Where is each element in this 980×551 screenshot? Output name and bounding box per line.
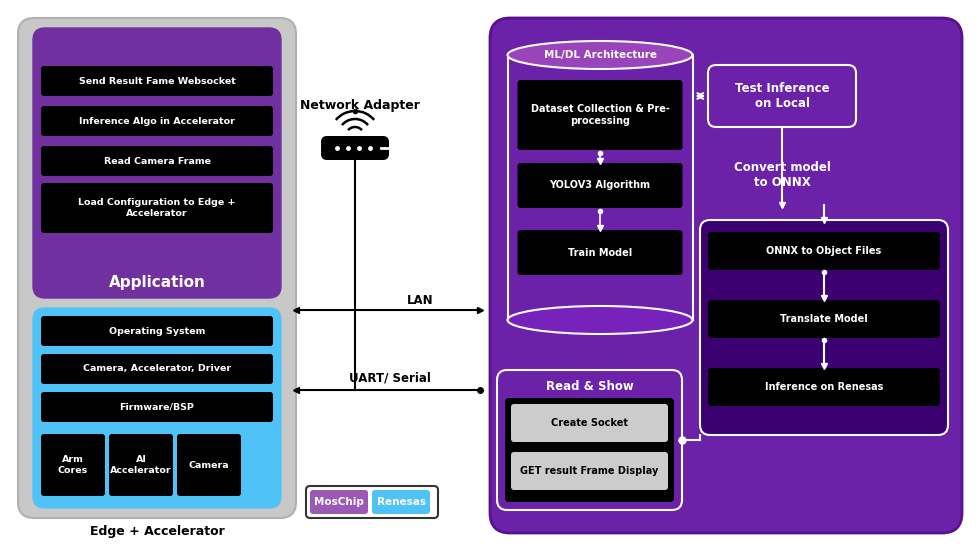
FancyBboxPatch shape bbox=[109, 434, 173, 496]
Text: Operating System: Operating System bbox=[109, 327, 205, 336]
Text: Edge + Accelerator: Edge + Accelerator bbox=[89, 525, 224, 537]
FancyBboxPatch shape bbox=[41, 183, 273, 233]
Text: YOLOV3 Algorithm: YOLOV3 Algorithm bbox=[550, 181, 651, 191]
FancyBboxPatch shape bbox=[490, 18, 962, 533]
Text: MosChip: MosChip bbox=[314, 497, 364, 507]
Text: Arm
Cores: Arm Cores bbox=[58, 455, 88, 475]
FancyBboxPatch shape bbox=[517, 80, 682, 150]
FancyBboxPatch shape bbox=[517, 230, 682, 275]
FancyBboxPatch shape bbox=[310, 490, 368, 514]
Text: Load Configuration to Edge +
Accelerator: Load Configuration to Edge + Accelerator bbox=[78, 198, 236, 218]
FancyBboxPatch shape bbox=[41, 146, 273, 176]
FancyBboxPatch shape bbox=[505, 398, 674, 502]
FancyBboxPatch shape bbox=[321, 136, 389, 160]
FancyBboxPatch shape bbox=[708, 300, 940, 338]
FancyBboxPatch shape bbox=[511, 404, 668, 442]
Text: Test Inference
on Local: Test Inference on Local bbox=[735, 82, 829, 110]
Text: Send Result Fame Websocket: Send Result Fame Websocket bbox=[78, 77, 235, 85]
Text: Camera, Accelerator, Driver: Camera, Accelerator, Driver bbox=[83, 365, 231, 374]
FancyBboxPatch shape bbox=[177, 434, 241, 496]
FancyBboxPatch shape bbox=[18, 18, 296, 518]
FancyBboxPatch shape bbox=[517, 163, 682, 208]
FancyBboxPatch shape bbox=[33, 28, 281, 298]
Text: Translate Model: Translate Model bbox=[780, 314, 868, 324]
Text: Inference on Renesas: Inference on Renesas bbox=[764, 382, 883, 392]
FancyBboxPatch shape bbox=[372, 490, 430, 514]
Text: AI
Accelerator: AI Accelerator bbox=[110, 455, 172, 475]
Text: Camera: Camera bbox=[189, 461, 229, 469]
Text: Read & Show: Read & Show bbox=[546, 380, 633, 392]
Text: LAN: LAN bbox=[407, 294, 433, 306]
Text: ML/DL Architecture: ML/DL Architecture bbox=[544, 50, 657, 60]
FancyBboxPatch shape bbox=[41, 66, 273, 96]
Text: Train Model: Train Model bbox=[567, 247, 632, 257]
Text: UART/ Serial: UART/ Serial bbox=[349, 371, 431, 385]
Text: Read Camera Frame: Read Camera Frame bbox=[104, 156, 211, 165]
Text: Renesas: Renesas bbox=[376, 497, 425, 507]
FancyBboxPatch shape bbox=[41, 106, 273, 136]
FancyBboxPatch shape bbox=[497, 370, 682, 510]
FancyBboxPatch shape bbox=[33, 308, 281, 508]
Text: ONNX to Object Files: ONNX to Object Files bbox=[766, 246, 882, 256]
FancyBboxPatch shape bbox=[306, 486, 438, 518]
FancyBboxPatch shape bbox=[511, 452, 668, 490]
FancyBboxPatch shape bbox=[41, 434, 105, 496]
Ellipse shape bbox=[508, 41, 693, 69]
Text: Inference Algo in Accelerator: Inference Algo in Accelerator bbox=[79, 116, 235, 126]
FancyBboxPatch shape bbox=[708, 65, 856, 127]
Text: Dataset Collection & Pre-
processing: Dataset Collection & Pre- processing bbox=[530, 104, 669, 126]
FancyBboxPatch shape bbox=[41, 316, 273, 346]
Text: Create Socket: Create Socket bbox=[551, 418, 628, 428]
FancyBboxPatch shape bbox=[708, 232, 940, 270]
Bar bbox=[508, 55, 693, 320]
Text: Firmware/BSP: Firmware/BSP bbox=[120, 402, 194, 412]
FancyBboxPatch shape bbox=[700, 220, 948, 435]
Ellipse shape bbox=[508, 306, 693, 334]
FancyBboxPatch shape bbox=[41, 392, 273, 422]
Text: GET result Frame Display: GET result Frame Display bbox=[520, 466, 659, 476]
Text: Convert model
to ONNX: Convert model to ONNX bbox=[734, 161, 830, 189]
FancyBboxPatch shape bbox=[41, 354, 273, 384]
Text: Application: Application bbox=[109, 274, 206, 289]
Text: Network Adapter: Network Adapter bbox=[300, 99, 420, 111]
FancyBboxPatch shape bbox=[708, 368, 940, 406]
